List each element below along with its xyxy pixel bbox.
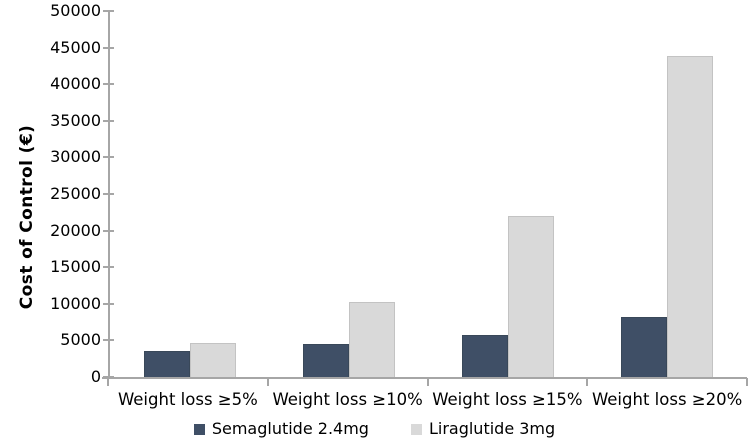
bar-group (429, 11, 588, 377)
plot-area: 0 5000 10000 15000 20000 25000 30000 35000 40000… (50, 3, 748, 386)
x-axis-label: Weight loss ≥5% (117, 390, 258, 409)
x-tick (426, 378, 429, 386)
bar-semaglutide-2-4mg (462, 335, 509, 377)
bar-liraglutide-3mg (667, 56, 714, 377)
legend-label: Semaglutide 2.4mg (211, 419, 369, 438)
legend-swatch (193, 423, 205, 435)
bar-semaglutide-2-4mg (621, 316, 668, 377)
bar-group (588, 11, 747, 377)
y-axis-line (108, 11, 110, 377)
y-tick-label: 50000 (50, 1, 101, 20)
y-axis-title: Cost of Control (€) (17, 124, 37, 310)
legend-swatch (410, 423, 422, 435)
bar-liraglutide-3mg (189, 343, 236, 377)
bar-groups (110, 11, 747, 377)
y-tick-label: 20000 (50, 220, 101, 240)
x-axis-label: Weight loss ≥10% (272, 390, 423, 409)
y-tick-label: 30000 (50, 147, 101, 167)
bar-liraglutide-3mg (508, 215, 555, 377)
bar-liraglutide-3mg (348, 302, 395, 377)
y-tick-label: 40000 (50, 74, 101, 94)
bar-group (269, 11, 428, 377)
x-axis-line (102, 377, 747, 379)
y-tick-label: 25000 (50, 184, 101, 203)
x-axis-label: Weight loss ≥20% (591, 390, 743, 409)
y-tick-label: 0 (90, 367, 101, 386)
legend-item: Liraglutide 3mg (410, 419, 556, 438)
legend-item: Semaglutide 2.4mg (193, 419, 369, 438)
x-tick (266, 378, 269, 386)
legend-label: Liraglutide 3mg (428, 419, 556, 438)
bar-group (110, 11, 269, 377)
x-axis-label: Weight loss ≥15% (432, 390, 583, 409)
y-tick-label: 15000 (50, 257, 101, 277)
x-tick (586, 378, 589, 386)
x-tick (107, 378, 109, 386)
bar-semaglutide-2-4mg (143, 350, 190, 377)
bar-semaglutide-2-4mg (302, 344, 349, 377)
y-tick-label: 10000 (50, 293, 101, 313)
x-tick (746, 378, 748, 386)
y-tick-label: 5000 (60, 330, 101, 350)
y-tick-label: 35000 (50, 110, 101, 130)
legend: Semaglutide 2.4mg Liraglutide 3mg (0, 421, 749, 437)
y-tick-label: 45000 (50, 37, 101, 57)
x-axis-labels: Weight loss ≥5% Weight loss ≥10% Weight lo… (108, 388, 747, 411)
